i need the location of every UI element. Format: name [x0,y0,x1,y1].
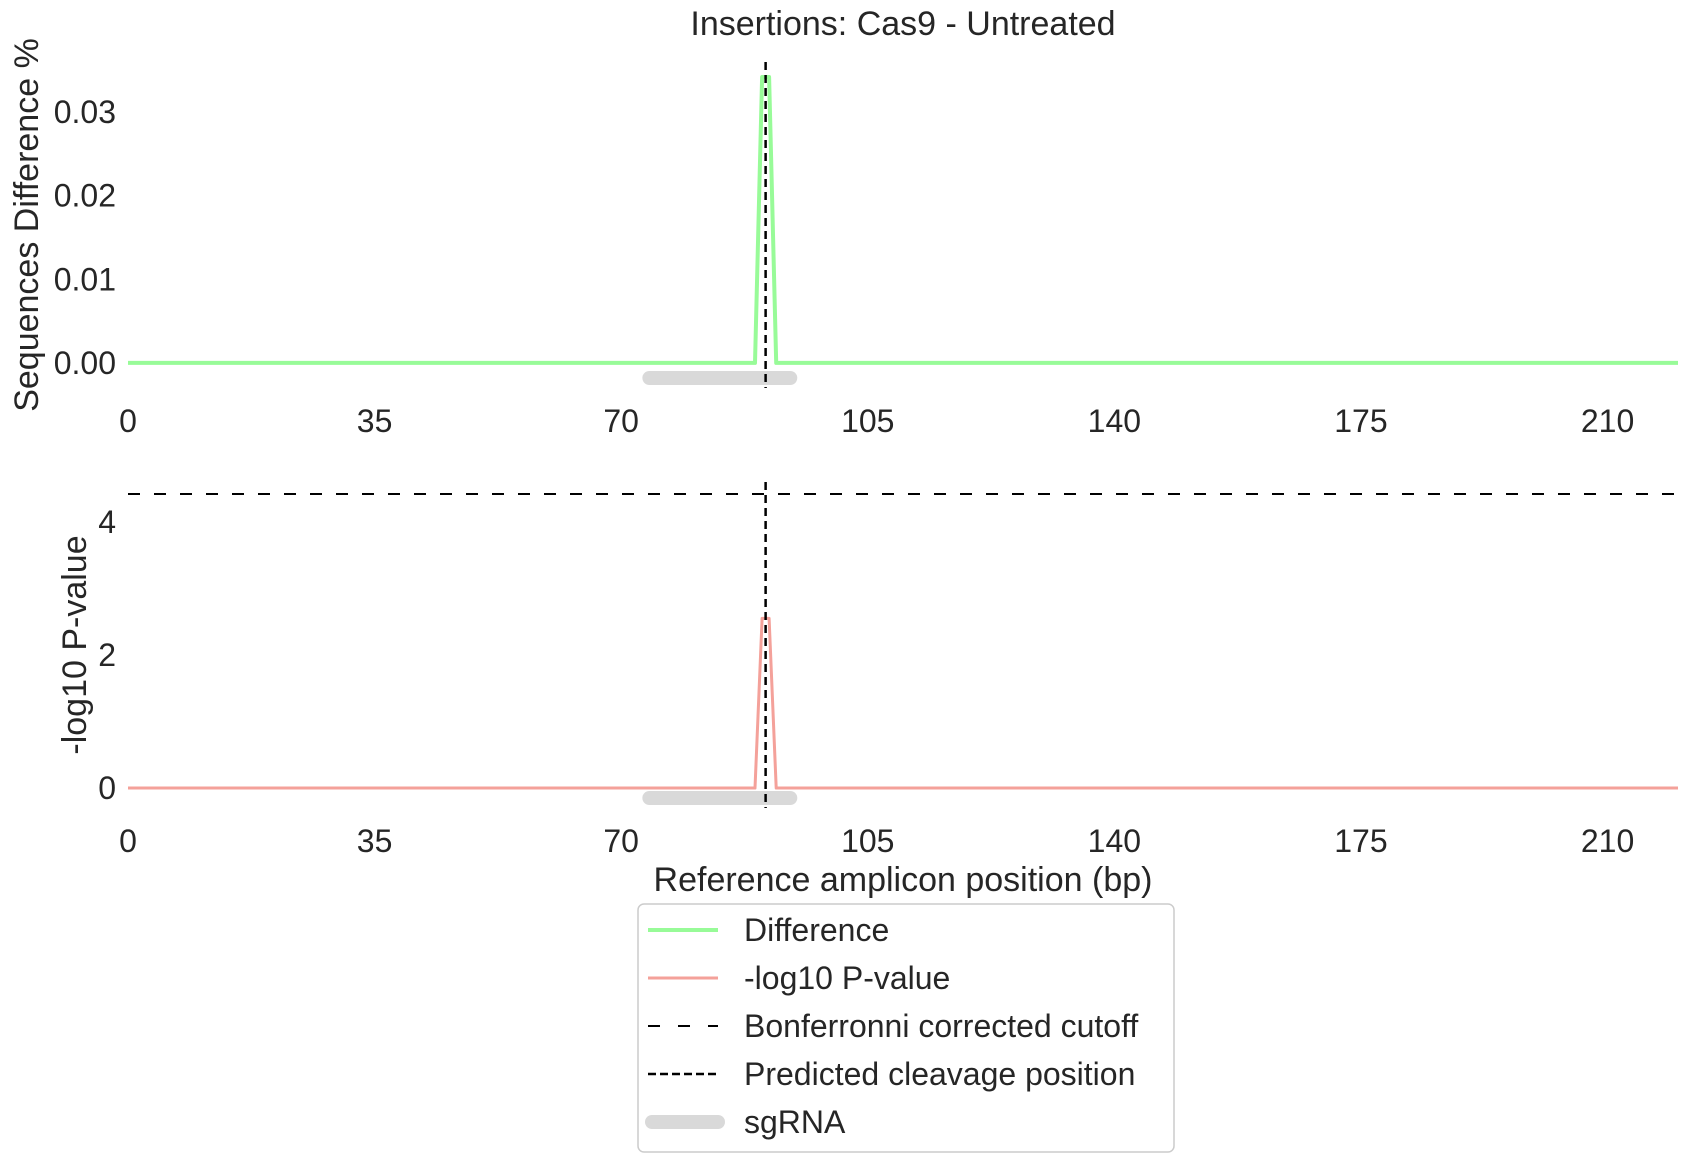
x-tick-label: 35 [357,403,393,439]
x-tick-label: 175 [1334,823,1387,859]
legend-label-cutoff: Bonferronni corrected cutoff [744,1008,1138,1044]
y-tick-label: 0.01 [54,261,116,297]
legend-label-cleavage: Predicted cleavage position [744,1056,1135,1092]
x-tick-label: 0 [119,823,137,859]
x-tick-label: 35 [357,823,393,859]
y-axis-label: -log10 P-value [56,535,94,754]
x-tick-label: 70 [603,403,639,439]
x-tick-label: 105 [841,823,894,859]
y-tick-label: 0 [98,770,116,806]
difference-series-line [128,75,1678,365]
x-tick-label: 210 [1581,403,1634,439]
x-axis-label: Reference amplicon position (bp) [654,861,1153,899]
pvalue-panel: 0 2 4 0 35 70 105 140 175 210 -log10 P-value [56,482,1678,859]
x-tick-label: 105 [841,403,894,439]
legend-box [637,903,1175,1153]
x-tick-label: 0 [119,403,137,439]
x-tick-label: 140 [1088,403,1141,439]
legend: Difference -log10 P-value Bonferronni corr… [637,903,1175,1153]
legend-label-pvalue: -log10 P-value [744,960,950,996]
legend-label-sgrna: sgRNA [744,1104,846,1140]
x-tick-label: 140 [1088,823,1141,859]
x-tick-label: 210 [1581,823,1634,859]
y-axis-label: Sequences Difference % [8,38,46,412]
legend-label-difference: Difference [744,912,889,948]
y-tick-label: 0.00 [54,345,116,381]
x-tick-label: 175 [1334,403,1387,439]
difference-panel: 0.00 0.01 0.02 0.03 0 35 70 105 140 175 210 Sequenc… [8,38,1678,439]
chart-title: Insertions: Cas9 - Untreated [690,5,1115,43]
x-tick-label: 70 [603,823,639,859]
y-tick-label: 4 [98,504,116,540]
y-tick-label: 0.03 [54,94,116,130]
y-tick-label: 2 [98,637,116,673]
y-tick-label: 0.02 [54,178,116,214]
pvalue-series-line [128,616,1678,790]
